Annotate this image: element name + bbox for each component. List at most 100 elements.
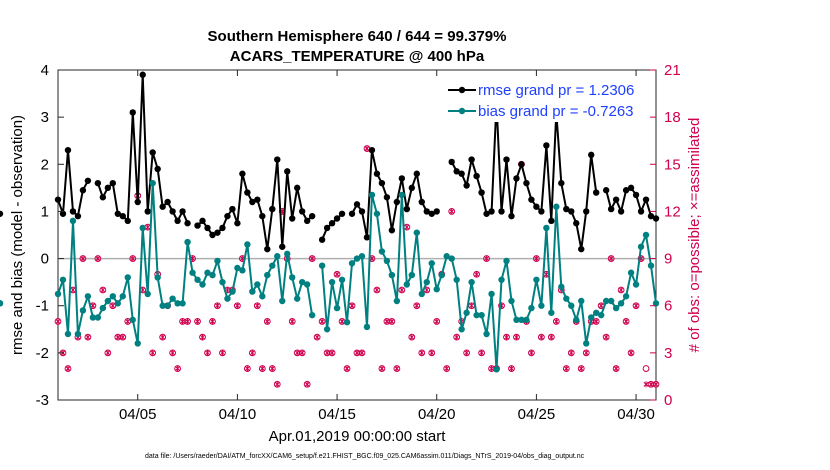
bias-marker bbox=[588, 314, 595, 321]
bias-marker bbox=[478, 311, 485, 319]
obs-assimilated-marker bbox=[429, 349, 435, 356]
bias-marker bbox=[473, 311, 480, 319]
bias-marker bbox=[563, 295, 570, 302]
rmse-marker bbox=[84, 177, 92, 184]
obs-assimilated-marker bbox=[578, 365, 584, 372]
bias-marker bbox=[244, 241, 251, 248]
obs-assimilated-marker bbox=[548, 334, 554, 341]
bias-marker bbox=[568, 302, 575, 309]
bias-marker bbox=[652, 300, 660, 307]
rmse-marker bbox=[568, 208, 575, 215]
bias-marker bbox=[602, 297, 610, 305]
obs-assimilated-marker bbox=[384, 318, 390, 325]
rmse-marker bbox=[264, 245, 271, 253]
bias-marker bbox=[453, 276, 460, 283]
y-right-tick-label: 12 bbox=[664, 203, 681, 220]
bias-marker bbox=[503, 257, 510, 265]
rmse-marker bbox=[383, 194, 391, 201]
rmse-marker bbox=[99, 194, 107, 201]
rmse-marker bbox=[573, 220, 580, 227]
bias-marker bbox=[428, 260, 435, 267]
bias-marker bbox=[363, 323, 371, 331]
bias-marker bbox=[219, 278, 226, 286]
bias-marker bbox=[124, 274, 131, 281]
bias-marker bbox=[318, 262, 326, 269]
bias-marker bbox=[383, 257, 391, 265]
rmse-marker bbox=[119, 212, 126, 220]
bias-marker bbox=[184, 238, 191, 246]
obs-assimilated-marker bbox=[469, 302, 475, 309]
obs-assimilated-marker bbox=[598, 302, 604, 309]
obs-assimilated-marker bbox=[219, 349, 226, 356]
bias-marker bbox=[513, 316, 520, 324]
rmse-marker bbox=[458, 170, 465, 177]
rmse-marker bbox=[358, 208, 366, 215]
rmse-marker bbox=[109, 179, 117, 187]
y-axis-label: rmse and bias (model - observation) bbox=[9, 115, 26, 355]
bias-marker bbox=[0, 300, 4, 307]
obs-assimilated-marker bbox=[424, 287, 430, 293]
bias-marker bbox=[348, 260, 356, 267]
bias-marker bbox=[642, 231, 650, 239]
obs-assimilated-marker bbox=[209, 318, 216, 325]
bias-marker bbox=[622, 293, 630, 300]
rmse-marker bbox=[503, 156, 510, 163]
rmse-marker bbox=[423, 208, 430, 215]
bias-marker bbox=[209, 271, 216, 279]
rmse-marker bbox=[328, 220, 336, 227]
obs-assimilated-marker bbox=[474, 271, 480, 278]
rmse-marker bbox=[373, 170, 381, 177]
rmse-marker bbox=[234, 220, 241, 227]
bias-marker bbox=[468, 278, 475, 286]
bias-marker bbox=[583, 340, 590, 347]
obs-assimilated-marker bbox=[394, 365, 400, 372]
x-tick-label: 04/25 bbox=[518, 406, 556, 423]
rmse-marker bbox=[583, 208, 590, 215]
rmse-marker bbox=[453, 168, 460, 175]
rmse-marker bbox=[602, 187, 610, 194]
rmse-marker bbox=[468, 156, 475, 163]
bias-marker bbox=[224, 295, 231, 302]
bias-marker bbox=[378, 248, 386, 255]
obs-assimilated-marker bbox=[633, 302, 639, 309]
bias-marker bbox=[578, 297, 585, 305]
obs-assimilated-marker bbox=[80, 255, 86, 262]
bias-marker bbox=[94, 314, 102, 321]
chart-title: Southern Hemisphere 640 / 644 = 99.379% bbox=[208, 28, 507, 45]
bias-marker bbox=[483, 330, 490, 338]
obs-assimilated-marker bbox=[110, 302, 116, 309]
rmse-marker bbox=[159, 203, 166, 210]
bias-marker bbox=[114, 300, 122, 307]
obs-assimilated-marker bbox=[618, 287, 624, 293]
obs-assimilated-marker bbox=[563, 365, 569, 372]
obs-assimilated-marker bbox=[70, 287, 76, 293]
obs-assimilated-marker bbox=[389, 318, 395, 325]
obs-assimilated-marker bbox=[214, 302, 221, 309]
obs-assimilated-marker bbox=[583, 349, 589, 356]
rmse-marker bbox=[548, 217, 555, 225]
rmse-marker bbox=[144, 208, 151, 215]
bias-marker bbox=[607, 297, 615, 305]
obs-assimilated-marker bbox=[85, 334, 91, 341]
rmse-marker bbox=[647, 212, 655, 220]
bias-marker bbox=[518, 316, 525, 324]
rmse-marker bbox=[578, 245, 585, 253]
bias-marker bbox=[368, 191, 376, 199]
rmse-marker bbox=[627, 184, 635, 192]
bias-marker bbox=[393, 297, 401, 305]
rmse-marker bbox=[607, 205, 615, 213]
bias-marker bbox=[408, 271, 416, 279]
x-tick-label: 04/30 bbox=[617, 406, 655, 423]
obs-assimilated-marker bbox=[364, 145, 370, 152]
bias-marker bbox=[274, 253, 281, 260]
rmse-marker bbox=[104, 184, 112, 192]
rmse-marker bbox=[612, 196, 620, 203]
rmse-marker bbox=[214, 229, 221, 236]
rmse-marker bbox=[318, 236, 326, 243]
obs-assimilated-marker bbox=[374, 287, 380, 293]
bias-marker bbox=[169, 295, 176, 302]
bias-marker bbox=[64, 330, 72, 338]
rmse-marker bbox=[393, 198, 401, 206]
rmse-marker bbox=[224, 212, 231, 220]
obs-assimilated-marker bbox=[185, 318, 191, 325]
